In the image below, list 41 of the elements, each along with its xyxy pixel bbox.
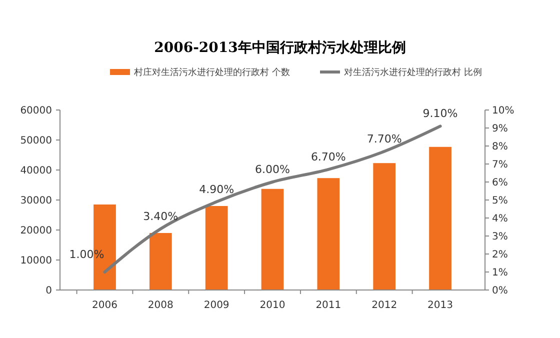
bar [429, 146, 452, 290]
y-tick-label: 20000 [20, 226, 52, 236]
y-tick-label: 30000 [20, 196, 52, 206]
x-tick-label: 2008 [148, 300, 174, 311]
bar [261, 188, 284, 290]
y2-tick-label: 1% [492, 268, 508, 278]
y2-tick-label: 7% [492, 160, 508, 170]
y-tick-label: 40000 [20, 166, 52, 176]
y-tick-label: 50000 [20, 136, 52, 146]
data-label: 7.70% [366, 132, 402, 146]
y2-tick-label: 2% [492, 250, 508, 260]
y2-tick-label: 6% [492, 178, 508, 188]
data-label: 3.40% [143, 210, 178, 223]
chart-title: 2006-2013年中国行政村污水处理比例 [154, 40, 406, 56]
y2-tick-label: 3% [492, 232, 508, 242]
y2-tick-label: 10% [492, 106, 514, 116]
x-tick-label: 2012 [372, 300, 398, 311]
x-tick-label: 2009 [204, 300, 230, 311]
data-label: 6.00% [255, 163, 290, 176]
legend-label: 村庄对生活污水进行处理的行政村 个数 [133, 67, 290, 78]
data-label: 6.70% [310, 150, 346, 164]
y-tick-label: 60000 [20, 106, 52, 116]
y-tick-label: 0 [46, 286, 52, 296]
line-series [103, 124, 442, 274]
data-label: 9.10% [422, 107, 458, 120]
x-tick-label: 2013 [428, 300, 453, 311]
y2-tick-label: 8% [492, 142, 508, 152]
bar [373, 163, 396, 290]
y2-tick-label: 5% [492, 196, 508, 206]
y2-tick-label: 4% [492, 214, 508, 224]
x-tick-label: 2010 [260, 300, 286, 311]
bar [317, 178, 340, 290]
legend-label: 对生活污水进行处理的行政村 比例 [344, 67, 482, 78]
bar [205, 206, 228, 290]
data-label: 4.90% [199, 182, 234, 196]
y2-tick-label: 0% [492, 286, 508, 296]
y2-tick-label: 9% [492, 124, 508, 134]
y-tick-label: 10000 [20, 256, 52, 266]
x-tick-label: 2006 [92, 300, 118, 311]
x-tick-label: 2011 [316, 300, 342, 311]
bar [149, 233, 172, 290]
